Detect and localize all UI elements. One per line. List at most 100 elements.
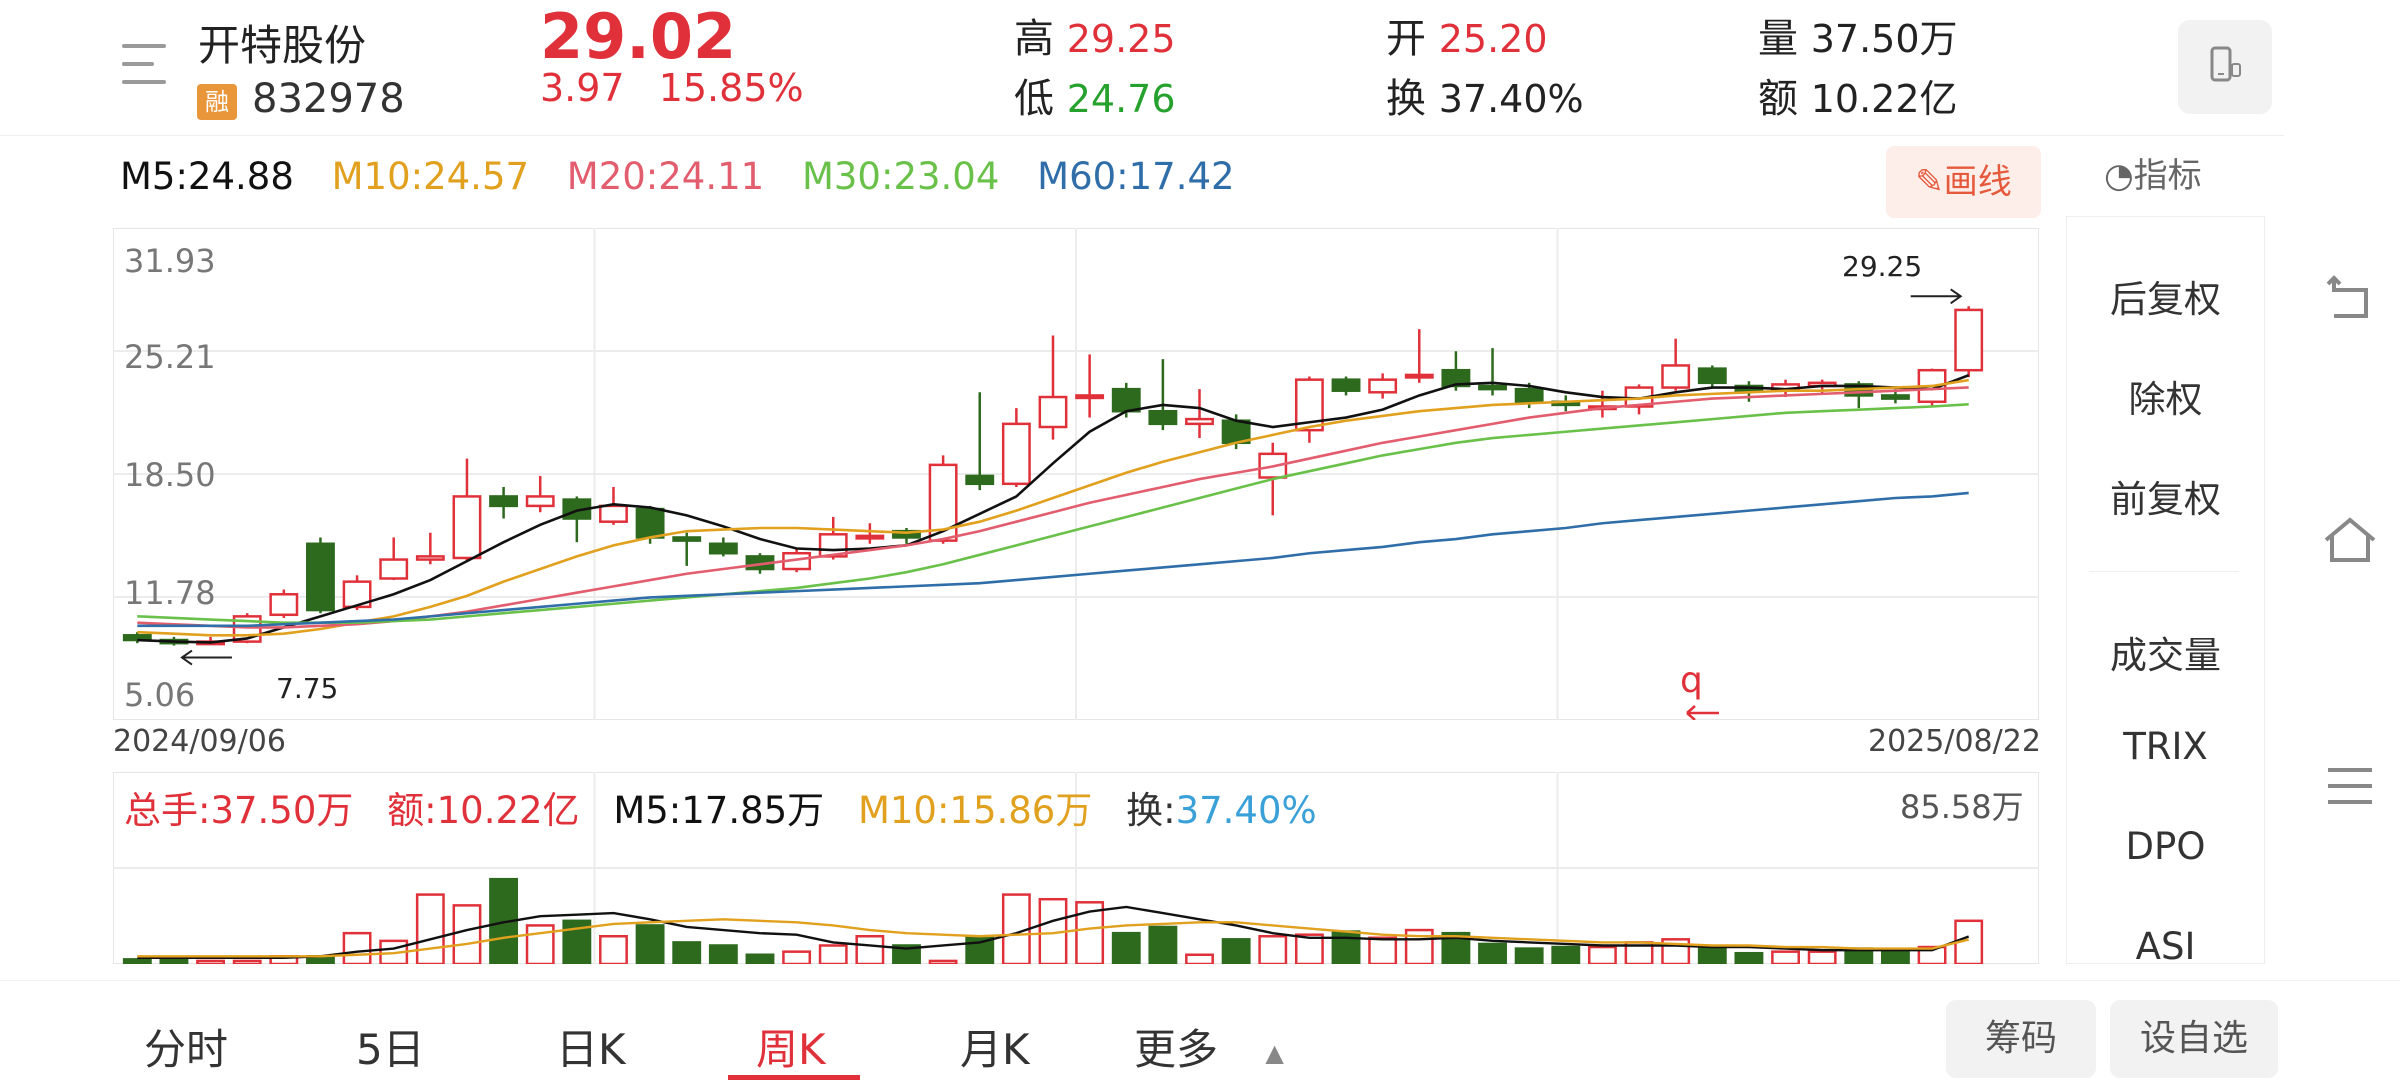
side-item-ex-rights[interactable]: 除权 xyxy=(2067,369,2264,423)
tab-more[interactable]: 更多 ▲ xyxy=(1134,1016,1284,1077)
volume-bar xyxy=(1516,949,1542,964)
volume-bar xyxy=(1699,947,1725,964)
volume-bar xyxy=(600,936,626,964)
candle-body xyxy=(710,544,736,553)
price-change: 3.97 15.85% xyxy=(540,66,804,110)
candle-body xyxy=(967,476,993,484)
hamburger-icon[interactable] xyxy=(2320,756,2380,816)
candle-body xyxy=(674,537,700,540)
y-tick-label: 11.78 xyxy=(124,574,216,612)
candle-body xyxy=(1076,395,1102,398)
open-stat: 开 25.20 xyxy=(1386,6,1548,64)
turnover-stat: 换 37.40% xyxy=(1386,66,1584,124)
volume-bar xyxy=(747,955,773,964)
candle-body xyxy=(1479,386,1505,389)
volume-bar xyxy=(344,933,370,964)
volume-bar xyxy=(1113,933,1139,964)
amount-label: 额 xyxy=(1758,76,1798,122)
total-amount: 额:10.22亿 xyxy=(387,789,579,832)
back-icon[interactable] xyxy=(2320,270,2380,330)
ma5-value: M5:24.88 xyxy=(120,155,294,198)
y-tick-label: 31.93 xyxy=(124,242,216,280)
chip-distribution-button[interactable]: 筹码 xyxy=(1946,1000,2096,1078)
stock-code: 832978 xyxy=(252,76,405,122)
volume-bar xyxy=(710,945,736,964)
volume-indicator-row: 总手:37.50万 额:10.22亿 M5:17.85万 M10:15.86万 … xyxy=(124,780,1339,834)
change-percent: 15.85% xyxy=(659,66,804,110)
volume-bar xyxy=(1223,939,1249,964)
side-item-back-adjusted[interactable]: 后复权 xyxy=(2067,269,2264,323)
candle-body xyxy=(1516,389,1542,402)
volume-bar xyxy=(1882,950,1908,964)
change-amount: 3.97 xyxy=(540,66,625,110)
tab-monthly-k[interactable]: 月K xyxy=(960,1016,1030,1077)
draw-line-label: 画线 xyxy=(1944,162,2012,202)
open-label: 开 xyxy=(1386,16,1426,62)
volume-bar xyxy=(1736,953,1762,964)
side-item-dpo[interactable]: DPO xyxy=(2067,825,2264,868)
tab-daily-k[interactable]: 日K xyxy=(556,1016,626,1077)
volume-bar xyxy=(161,959,187,964)
candle-body xyxy=(1113,389,1139,411)
ma20-value: M20:24.11 xyxy=(567,155,764,198)
side-item-volume[interactable]: 成交量 xyxy=(2067,625,2264,679)
volume-m5: M5:17.85万 xyxy=(613,789,824,832)
candle-body xyxy=(1369,380,1395,393)
side-item-trix[interactable]: TRIX xyxy=(2067,725,2264,768)
side-item-asi[interactable]: ASI xyxy=(2067,925,2264,964)
ma-indicator-row: M5:24.88 M10:24.57 M20:24.11 M30:23.04 M… xyxy=(120,155,1261,198)
divider xyxy=(2089,571,2239,572)
ma60-value: M60:17.42 xyxy=(1037,155,1234,198)
tab-more-label: 更多 xyxy=(1134,1025,1218,1074)
candle-body xyxy=(1150,411,1176,424)
candle-body xyxy=(417,556,443,559)
volume-max-label: 85.58万 xyxy=(1900,782,2024,828)
volume-bar xyxy=(1186,955,1212,964)
y-tick-label: 5.06 xyxy=(124,676,195,714)
tab-weekly-k[interactable]: 周K xyxy=(756,1016,826,1077)
volume-bar xyxy=(1553,947,1579,964)
indicator-label: 指标 xyxy=(2134,156,2202,196)
indicator-button[interactable]: ◔指标 xyxy=(2104,148,2202,197)
candle-body xyxy=(1003,424,1029,484)
draw-line-button[interactable]: ✎画线 xyxy=(1886,146,2041,218)
candle-body xyxy=(1699,369,1725,383)
menu-icon[interactable] xyxy=(122,40,174,88)
tab-5day[interactable]: 5日 xyxy=(356,1016,425,1077)
caret-up-icon: ▲ xyxy=(1265,1039,1283,1067)
candle-body xyxy=(1186,419,1212,424)
candlestick-chart[interactable] xyxy=(113,228,2039,720)
volume-bar xyxy=(1333,932,1359,964)
landscape-toggle-button[interactable] xyxy=(2178,20,2272,114)
volume-turnover: 37.40% xyxy=(1176,789,1317,832)
ma30-value: M30:23.04 xyxy=(802,155,999,198)
event-note-marker[interactable]: q xyxy=(1680,660,1703,701)
side-item-forward-adjusted[interactable]: 前复权 xyxy=(2067,469,2264,523)
volume-bar xyxy=(234,961,260,964)
amount-value: 10.22亿 xyxy=(1811,77,1958,121)
tab-intraday[interactable]: 分时 xyxy=(144,1016,228,1077)
margin-badge: 融 xyxy=(197,84,237,120)
open-value: 25.20 xyxy=(1439,17,1548,61)
gauge-icon: ◔ xyxy=(2104,156,2134,196)
add-watchlist-button[interactable]: 设自选 xyxy=(2110,1000,2278,1078)
high-value: 29.25 xyxy=(1067,17,1176,61)
home-icon[interactable] xyxy=(2320,510,2380,570)
volume-bar xyxy=(1296,935,1322,964)
min-price-marker: 7.75 xyxy=(276,672,338,705)
quote-header: 开特股份 融 832978 29.02 3.97 15.85% 高 29.25 … xyxy=(0,0,2284,136)
candle-body xyxy=(1406,375,1432,378)
high-label: 高 xyxy=(1014,16,1054,62)
active-tab-indicator xyxy=(728,1075,860,1080)
y-tick-label: 25.21 xyxy=(124,338,216,376)
total-volume: 总手:37.50万 xyxy=(124,789,353,832)
candle-body xyxy=(454,496,480,558)
volume-bar xyxy=(783,952,809,964)
candle-body xyxy=(527,496,553,505)
volume-m10: M10:15.86万 xyxy=(858,789,1092,832)
volume-bar xyxy=(1589,947,1615,964)
low-value: 24.76 xyxy=(1067,77,1176,121)
volume-bar xyxy=(674,942,700,964)
event-note-arrow xyxy=(1687,706,1719,720)
candle-body xyxy=(381,560,407,579)
